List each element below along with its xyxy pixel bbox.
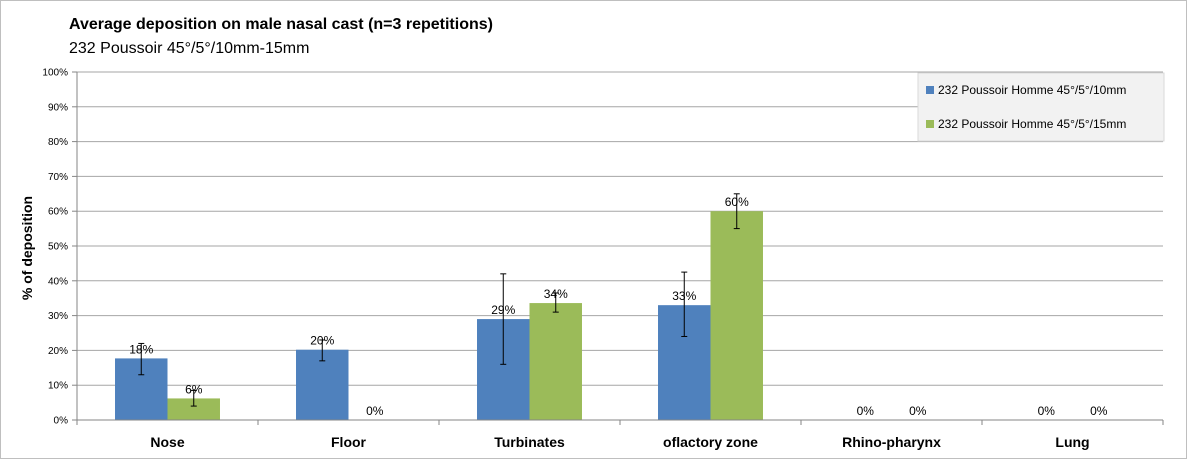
legend-entry: 232 Poussoir Homme 45°/5°/15mm xyxy=(938,117,1126,131)
y-tick-label: 20% xyxy=(48,346,68,357)
data-label: 20% xyxy=(310,334,334,348)
legend-box xyxy=(917,72,1165,142)
y-tick-label: 70% xyxy=(48,172,68,183)
chart-subtitle: 232 Poussoir 45°/5°/10mm-15mm xyxy=(69,40,309,57)
y-tick-labels: 0% 10% 20% 30% 40% 50% 60% 70% 80% 90% 100% xyxy=(42,68,68,427)
x-category-label: Floor xyxy=(331,434,367,450)
data-label: 0% xyxy=(857,404,875,418)
data-label: 0% xyxy=(909,404,927,418)
bar xyxy=(296,349,349,420)
legend-swatch xyxy=(926,120,934,128)
legend: 232 Poussoir Homme 45°/5°/10mm 232 Pousso… xyxy=(917,72,1165,142)
y-axis-label: % of deposition xyxy=(19,196,35,300)
data-label: 29% xyxy=(491,303,515,317)
data-label: 6% xyxy=(185,382,203,396)
y-tick-label: 50% xyxy=(48,242,68,253)
data-labels: 18% 20% 29% 33% 0% 0% 6% 0% 34% 60% 0% 0% xyxy=(129,195,1108,418)
legend-entry: 232 Poussoir Homme 45°/5°/10mm xyxy=(938,83,1126,97)
y-tick-label: 80% xyxy=(48,137,68,148)
x-category-label: oflactory zone xyxy=(663,434,758,450)
x-category-label: Lung xyxy=(1055,434,1089,450)
y-tick-label: 30% xyxy=(48,311,68,322)
data-label: 34% xyxy=(544,287,568,301)
x-category-label: Rhino-pharynx xyxy=(842,434,941,450)
x-category-labels: Nose Floor Turbinates oflactory zone Rhino-p… xyxy=(150,434,1089,450)
data-label: 60% xyxy=(725,195,749,209)
y-tick-label: 100% xyxy=(42,68,68,79)
data-label: 18% xyxy=(129,342,153,356)
y-tick-label: 60% xyxy=(48,207,68,218)
y-tick-label: 90% xyxy=(48,102,68,113)
legend-swatch xyxy=(926,86,934,94)
gridlines xyxy=(77,71,1163,386)
x-category-label: Nose xyxy=(150,434,184,450)
axes xyxy=(72,71,1164,425)
x-category-label: Turbinates xyxy=(494,434,565,450)
error-bars xyxy=(138,193,740,407)
bar xyxy=(529,303,582,420)
data-label: 0% xyxy=(1038,404,1056,418)
bar xyxy=(167,398,220,420)
data-label: 0% xyxy=(366,404,384,418)
data-label: 0% xyxy=(1090,404,1108,418)
chart-title: Average deposition on male nasal cast (n… xyxy=(69,16,493,33)
data-label: 33% xyxy=(672,289,696,303)
y-tick-label: 40% xyxy=(48,276,68,287)
bar xyxy=(710,211,763,420)
y-tick-label: 10% xyxy=(48,381,68,392)
y-tick-label: 0% xyxy=(54,416,69,427)
